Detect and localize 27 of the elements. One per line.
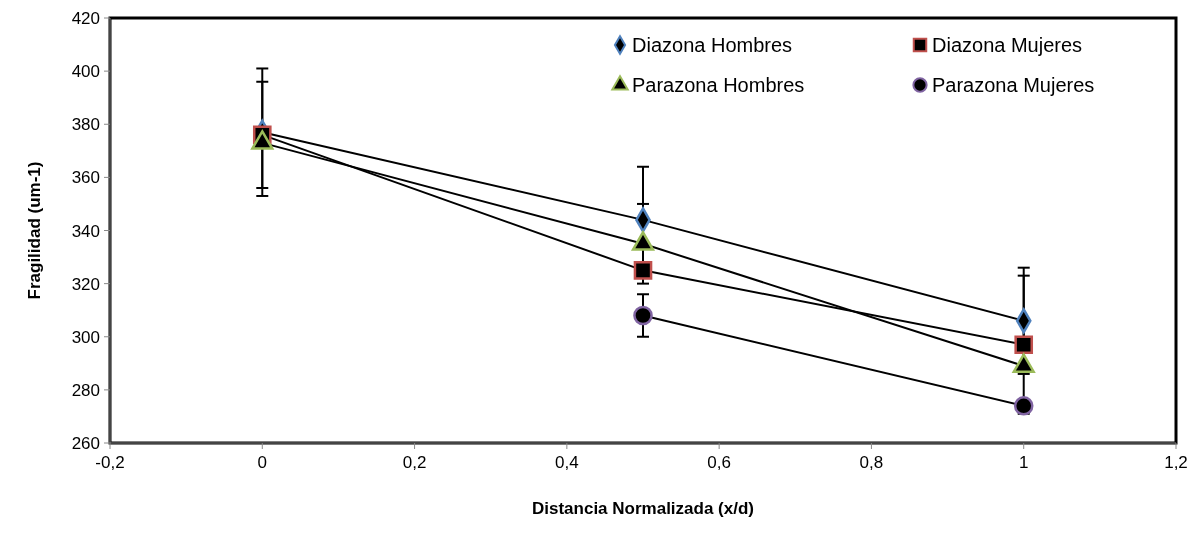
y-tick-label: 280 [71, 380, 100, 400]
x-tick-label: 0,8 [859, 453, 884, 472]
x-axis-title: Distancia Normalizada (x/d) [531, 499, 755, 518]
point [633, 305, 653, 326]
y-tick-label: 360 [71, 168, 100, 188]
point [633, 261, 653, 280]
legend-label: Parazona Mujeres [932, 74, 1095, 96]
legend-label: Parazona Hombres [632, 74, 805, 96]
x-tick-label: 1 [1018, 453, 1029, 472]
y-tick-label: 340 [71, 221, 100, 241]
y-tick-label: 260 [71, 434, 100, 453]
x-tick-label: 0,4 [555, 453, 579, 472]
legend-label: Diazona Mujeres [932, 34, 1083, 56]
y-tick-label: 320 [71, 274, 100, 294]
x-tick-label: 0,6 [707, 453, 731, 472]
legend-label: Diazona Hombres [632, 34, 793, 56]
x-tick-label: 1,2 [1164, 453, 1188, 472]
x-tick-label: 0 [257, 453, 268, 472]
x-tick-label: -0,2 [95, 453, 125, 472]
y-axis-title: Fragilidad (um-1) [25, 161, 44, 300]
y-tick-label: 420 [71, 9, 100, 28]
y-tick-label: 400 [71, 62, 100, 82]
y-tick-label: 300 [71, 327, 100, 347]
x-tick-label: 0,2 [402, 453, 427, 472]
point [1014, 335, 1034, 355]
point [1013, 396, 1034, 416]
y-tick-label: 380 [71, 115, 100, 135]
